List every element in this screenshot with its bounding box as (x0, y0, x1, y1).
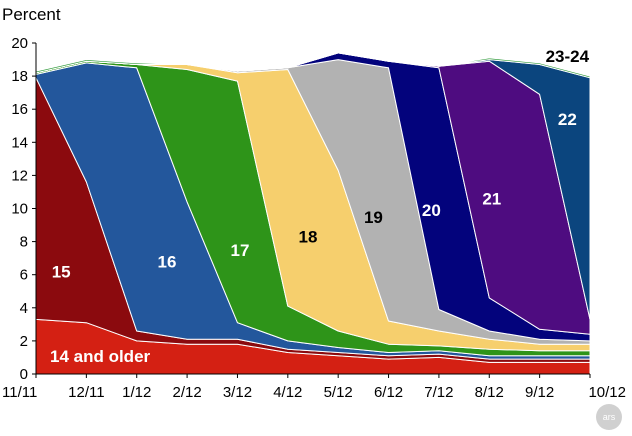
series-label-20: 20 (422, 201, 441, 220)
series-label-18: 18 (299, 228, 318, 247)
series-label-14-and-older: 14 and older (50, 347, 151, 366)
y-axis: 0 2 4 6 8 10 12 14 16 18 20 (11, 35, 37, 383)
y-axis-title: Percent (2, 5, 61, 24)
x-tick-label: 8/12 (475, 384, 504, 401)
ars-watermark-logo: ars (596, 404, 622, 430)
series-label-15: 15 (52, 262, 71, 281)
series-label-22: 22 (558, 110, 577, 129)
x-tick-label: 12/11 (68, 384, 104, 401)
x-tick-label: 1/12 (122, 384, 151, 401)
y-tick-label: 10 (11, 201, 28, 218)
x-tick-label: 3/12 (223, 384, 252, 401)
x-tick-label: 10/12 (588, 384, 626, 401)
x-tick-label: 9/12 (525, 384, 554, 401)
x-axis: 11/11 12/11 1/12 2/12 3/12 4/12 5/12 6/12 7/12 8/… (2, 373, 626, 401)
series-label-23-24: 23-24 (546, 47, 590, 66)
y-tick-label: 16 (11, 101, 28, 118)
x-tick-label: 11/11 (2, 384, 37, 401)
y-tick-label: 14 (11, 134, 28, 151)
series-label-21: 21 (482, 190, 501, 209)
y-tick-label: 8 (20, 234, 28, 251)
y-tick-label: 0 (20, 366, 28, 383)
y-tick-label: 4 (20, 300, 28, 317)
series-label-17: 17 (231, 241, 250, 260)
series-label-16: 16 (157, 252, 176, 271)
x-tick-label: 7/12 (424, 384, 453, 401)
area-series-23-24 (35, 52, 591, 79)
y-tick-label: 12 (11, 167, 28, 184)
x-tick-label: 5/12 (324, 384, 353, 401)
x-tick-label: 6/12 (374, 384, 403, 401)
x-tick-label: 2/12 (172, 384, 201, 401)
y-tick-label: 2 (20, 333, 28, 350)
x-tick-label: 4/12 (273, 384, 302, 401)
y-tick-label: 20 (11, 35, 28, 52)
y-tick-label: 18 (11, 68, 28, 85)
series-labels: 14 and older 15 16 17 18 19 20 21 22 23-24 (50, 47, 590, 366)
area-layers (35, 52, 591, 375)
series-label-19: 19 (364, 208, 383, 227)
y-tick-label: 6 (20, 267, 28, 284)
